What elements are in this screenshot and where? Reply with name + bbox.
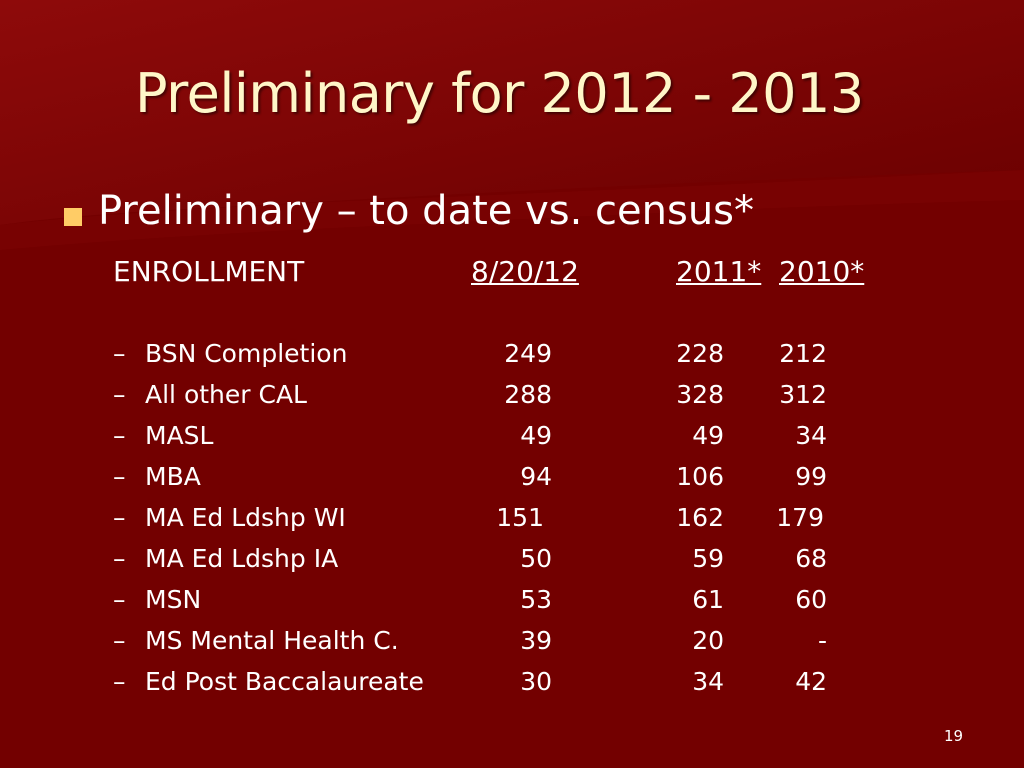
value-2011: 59: [692, 544, 724, 573]
dash-marker: –: [113, 339, 126, 368]
value-2010: 312: [779, 380, 827, 409]
table-row: – MSN 53 61 60: [0, 585, 1024, 621]
value-2011: 49: [692, 421, 724, 450]
value-2011: 34: [692, 667, 724, 696]
table-row: – All other CAL 288 328 312: [0, 380, 1024, 416]
bullet-square-icon: [64, 208, 82, 226]
table-row: – MA Ed Ldshp WI 151 162 179: [0, 503, 1024, 539]
row-label: MA Ed Ldshp IA: [145, 544, 339, 573]
table-row: – MA Ed Ldshp IA 50 59 68: [0, 544, 1024, 580]
value-2010: 42: [795, 667, 827, 696]
value-8-20-12: 94: [520, 462, 552, 491]
table-row: – MBA 94 106 99: [0, 462, 1024, 498]
dash-marker: –: [113, 503, 126, 532]
value-2010: 99: [795, 462, 827, 491]
value-2011: 162: [676, 503, 724, 532]
value-2011: 20: [692, 626, 724, 655]
value-2010: 212: [779, 339, 827, 368]
value-2010: -: [817, 626, 827, 655]
row-label: BSN Completion: [145, 339, 348, 368]
value-8-20-12: 288: [504, 380, 552, 409]
row-label: MA Ed Ldshp WI: [145, 503, 346, 532]
dash-marker: –: [113, 667, 126, 696]
dash-marker: –: [113, 626, 126, 655]
value-8-20-12: 249: [504, 339, 552, 368]
value-2011: 61: [692, 585, 724, 614]
row-label: MBA: [145, 462, 201, 491]
row-label: MASL: [145, 421, 214, 450]
value-2010: 179: [776, 503, 824, 532]
header-enrollment: ENROLLMENT: [113, 255, 305, 288]
value-8-20-12: 151: [496, 503, 544, 532]
dash-marker: –: [113, 585, 126, 614]
dash-marker: –: [113, 462, 126, 491]
value-8-20-12: 50: [520, 544, 552, 573]
row-label: All other CAL: [145, 380, 307, 409]
bullet-text: Preliminary – to date vs. census*: [98, 188, 755, 234]
table-row: – Ed Post Baccalaureate 30 34 42: [0, 667, 1024, 703]
value-8-20-12: 49: [520, 421, 552, 450]
dash-marker: –: [113, 421, 126, 450]
page-number: 19: [944, 727, 964, 745]
row-label: MS Mental Health C.: [145, 626, 399, 655]
value-8-20-12: 39: [520, 626, 552, 655]
table-row: – MASL 49 49 34: [0, 421, 1024, 457]
value-2010: 68: [795, 544, 827, 573]
header-col-2010: 2010*: [779, 255, 865, 288]
header-col-2011: 2011*: [676, 255, 762, 288]
value-2010: 34: [795, 421, 827, 450]
dash-marker: –: [113, 544, 126, 573]
value-2011: 106: [676, 462, 724, 491]
slide-title: Preliminary for 2012 - 2013: [135, 62, 864, 125]
row-label: Ed Post Baccalaureate: [145, 667, 424, 696]
value-2011: 228: [676, 339, 724, 368]
table-row: – BSN Completion 249 228 212: [0, 339, 1024, 375]
value-8-20-12: 53: [520, 585, 552, 614]
value-2010: 60: [795, 585, 827, 614]
value-2011: 328: [676, 380, 724, 409]
dash-marker: –: [113, 380, 126, 409]
table-row: – MS Mental Health C. 39 20 -: [0, 626, 1024, 662]
row-label: MSN: [145, 585, 202, 614]
header-col-8-20-12: 8/20/12: [471, 255, 579, 288]
value-8-20-12: 30: [520, 667, 552, 696]
